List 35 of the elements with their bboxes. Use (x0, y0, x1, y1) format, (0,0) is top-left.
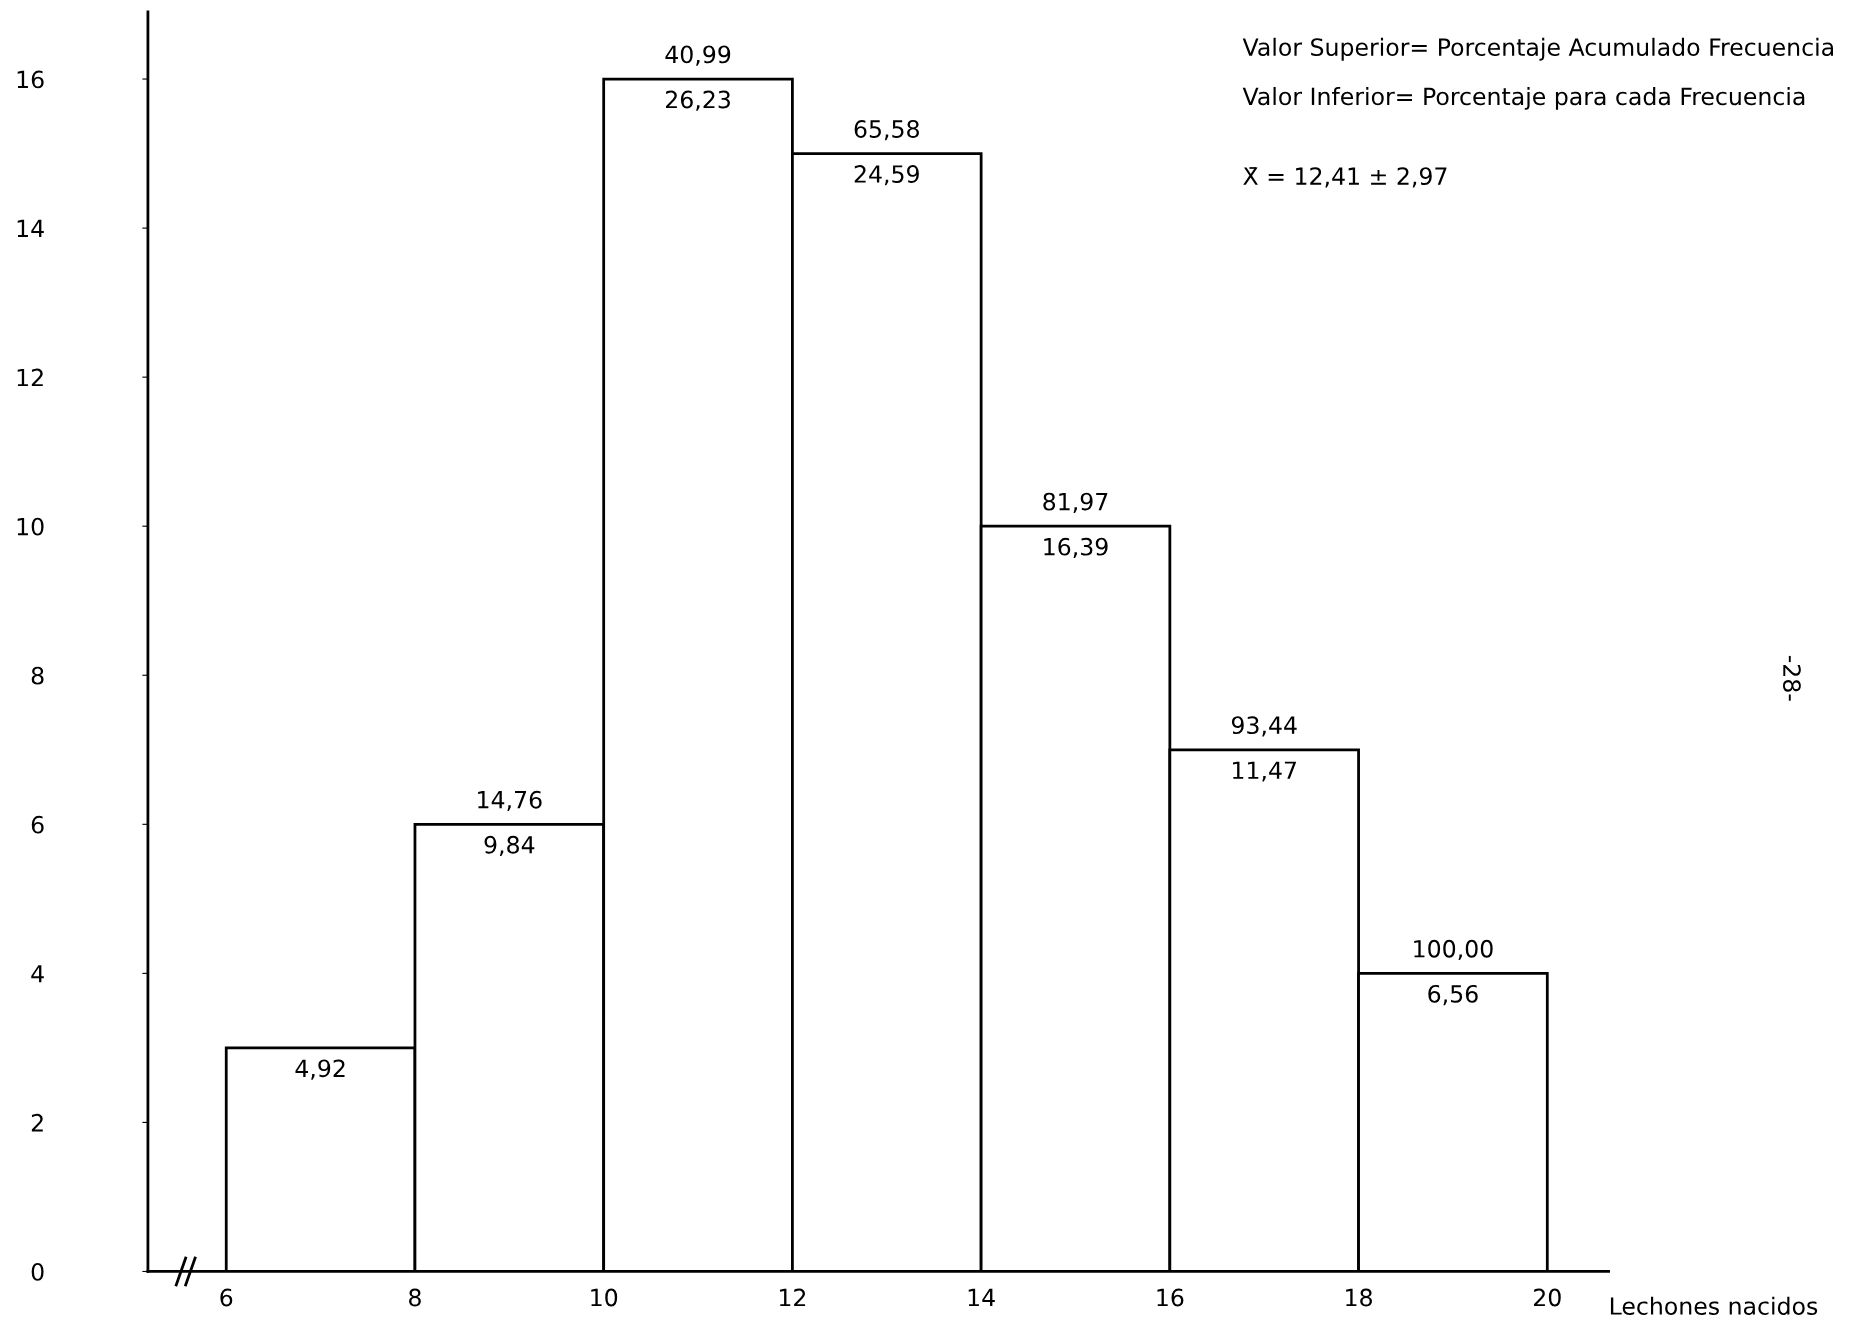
x-tick-label: 18 (1346, 1288, 1372, 1307)
x-tick-label: 8 (409, 1288, 421, 1307)
x-tick-label: 10 (591, 1288, 618, 1307)
annotation: 4,92 (295, 1059, 345, 1080)
annotation: 81,97 (1043, 492, 1108, 513)
annotation: 16,39 (1044, 537, 1108, 558)
x-tick-label: 6 (220, 1288, 233, 1307)
x-tick-label: 20 (1534, 1288, 1561, 1307)
annotation: 100,00 (1414, 939, 1493, 961)
annotation: 93,44 (1231, 716, 1297, 737)
y-tick-label: 0 (31, 1262, 44, 1281)
y-tick-label: 2 (31, 1113, 43, 1132)
annotation: Valor Superior= Porcentaje Acumulado Frecuencia (1242, 37, 1833, 61)
annotation: Valor Inferior= Porcentaje para cada Frecuencia (1242, 86, 1805, 110)
annotation: 14,76 (478, 790, 542, 812)
y-tick-label: 4 (31, 965, 44, 983)
annotation: 40,99 (665, 45, 731, 66)
y-tick-label: 14 (17, 219, 44, 238)
annotation: 24,59 (854, 165, 919, 186)
annotation: 65,58 (854, 120, 919, 141)
text: -28- (1782, 655, 1801, 701)
y-tick-label: 8 (31, 666, 44, 685)
y-tick-label: 6 (31, 815, 44, 834)
annotation: 11,47 (1233, 761, 1296, 782)
y-tick-label: 10 (17, 517, 44, 536)
y-tick-label: 16 (17, 70, 44, 89)
y-tick-label: 12 (17, 368, 43, 387)
annotation: 26,23 (665, 90, 730, 111)
annotation: 6,56 (1428, 984, 1478, 1006)
annotation: X̄ = 12,41 ± 2,97 (1243, 167, 1447, 188)
x-tick-label: 12 (779, 1288, 806, 1307)
x-tick-label: 16 (1157, 1288, 1184, 1307)
x-tick-label: 14 (968, 1288, 995, 1307)
annotation: 9,84 (484, 835, 535, 857)
x-axis-title: Lechones nacidos (1610, 1296, 1818, 1315)
